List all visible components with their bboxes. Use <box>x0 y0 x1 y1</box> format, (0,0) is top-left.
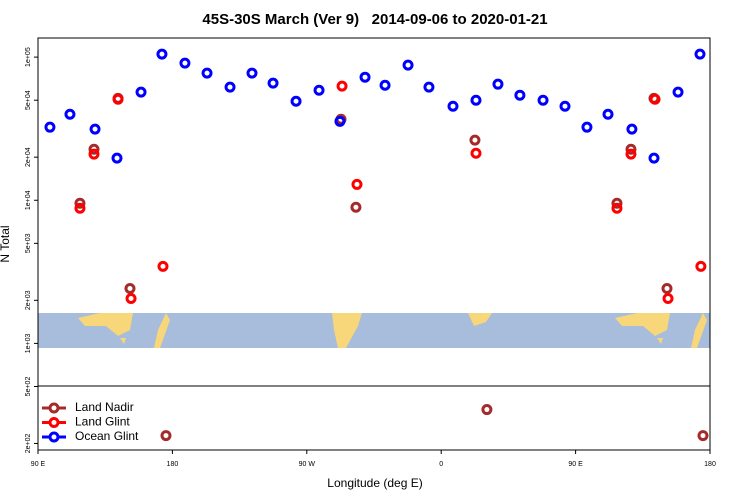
point <box>470 94 482 106</box>
point <box>201 67 213 79</box>
x-tick-label: 90 E <box>31 461 46 468</box>
x-tick-label: 90 W <box>299 461 316 468</box>
point <box>124 282 136 294</box>
point <box>625 148 637 160</box>
point <box>626 123 638 135</box>
y-tick-label: 1e+03 <box>25 333 32 353</box>
point <box>611 202 623 214</box>
y-tick-label: 2e+04 <box>25 147 32 167</box>
point <box>64 108 76 120</box>
point <box>514 89 526 101</box>
point <box>492 78 504 90</box>
point <box>125 292 137 304</box>
point <box>423 81 435 93</box>
x-tick-label: 180 <box>167 461 179 468</box>
point <box>350 201 362 213</box>
point <box>313 84 325 96</box>
y-tick-label: 5e+02 <box>25 377 32 397</box>
point <box>602 108 614 120</box>
map-strip <box>38 313 710 348</box>
point <box>695 260 707 272</box>
legend-marker <box>48 417 60 428</box>
plot-frame <box>37 37 711 451</box>
y-tick-label: 5e+04 <box>25 90 32 110</box>
point <box>135 86 147 98</box>
point <box>447 100 459 112</box>
y-tick-label: 2e+02 <box>25 434 32 454</box>
y-tick-label: 2e+03 <box>25 290 32 310</box>
point <box>336 80 348 92</box>
point <box>112 93 124 105</box>
point <box>661 282 673 294</box>
point <box>481 404 493 416</box>
point <box>625 143 637 155</box>
point <box>74 197 86 209</box>
point <box>581 121 593 133</box>
point <box>334 115 346 127</box>
point <box>662 292 674 304</box>
point <box>246 67 258 79</box>
y-tick-label: 1e+04 <box>25 190 32 210</box>
point <box>290 95 302 107</box>
point <box>469 134 481 146</box>
point <box>44 121 56 133</box>
point <box>694 48 706 60</box>
point <box>351 178 363 190</box>
x-tick-label: 180 <box>704 461 716 468</box>
legend-label: Land Glint <box>75 415 130 429</box>
point <box>74 202 86 214</box>
x-tick-label: 0 <box>439 461 443 468</box>
x-axis-label: Longitude (deg E) <box>327 476 422 490</box>
point <box>111 152 123 164</box>
legend-marker <box>48 402 60 414</box>
x-tick-label: 90 E <box>568 461 583 468</box>
point <box>224 81 236 93</box>
point <box>537 94 549 106</box>
point <box>470 147 482 159</box>
chart-title: 45S-30S March (Ver 9) 2014-09-06 to 2020… <box>202 11 547 28</box>
legend-label: Land Nadir <box>75 400 134 414</box>
point <box>611 197 623 209</box>
point <box>160 430 172 442</box>
point <box>157 260 169 272</box>
legend-marker <box>48 431 60 443</box>
y-tick-label: 5e+03 <box>25 233 32 253</box>
point <box>559 100 571 112</box>
legend-label: Ocean Glint <box>75 429 139 443</box>
y-axis-label: N Total <box>0 225 12 262</box>
point <box>649 93 661 105</box>
point <box>89 123 101 135</box>
point <box>359 71 371 83</box>
point <box>402 59 414 71</box>
point <box>88 143 100 155</box>
point <box>88 148 100 160</box>
point <box>648 152 660 164</box>
point <box>379 79 391 91</box>
point <box>267 77 279 89</box>
point <box>672 86 684 98</box>
point <box>156 48 168 60</box>
point <box>179 57 191 69</box>
point <box>697 430 709 442</box>
y-tick-label: 1e+05 <box>25 47 32 67</box>
